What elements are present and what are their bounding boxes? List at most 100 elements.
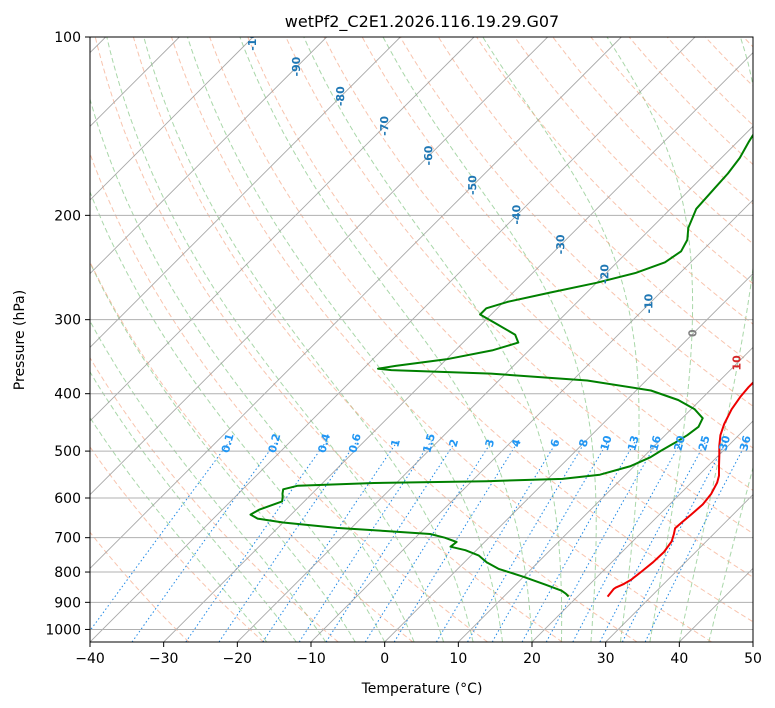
x-axis-label: Temperature (°C) xyxy=(361,681,483,697)
y-tick-label: 900 xyxy=(54,595,81,611)
mixing-ratio-line xyxy=(491,440,609,642)
y-tick-label: 300 xyxy=(54,313,81,329)
mixing-ratio-label: 0.6 xyxy=(346,432,364,455)
y-axis-label: Pressure (hPa) xyxy=(12,290,28,390)
moist-adiabat-line xyxy=(382,37,597,642)
mixing-ratio-label: 25 xyxy=(696,434,713,452)
moist-adiabat-line xyxy=(482,37,640,642)
isotherm-label: 10 xyxy=(730,355,743,371)
x-tick-label: 40 xyxy=(670,651,688,667)
dewpoint-profile-line xyxy=(249,133,753,598)
mixing-ratio-label: 0.1 xyxy=(219,432,237,454)
isotherm-line xyxy=(90,37,401,348)
mixing-ratio-lines xyxy=(90,440,748,642)
y-tick-label: 100 xyxy=(54,30,81,46)
isotherm-label: -20 xyxy=(598,264,611,284)
mixing-ratio-line xyxy=(467,440,587,642)
mixing-ratio-line xyxy=(572,440,683,642)
temperature-profile-line xyxy=(606,381,753,598)
x-tick-label: −30 xyxy=(149,651,179,667)
moist-adiabat-line xyxy=(90,320,327,642)
mixing-ratio-line xyxy=(644,440,748,642)
isotherm-line xyxy=(90,37,475,422)
mixing-ratio-label: 36 xyxy=(737,434,754,453)
x-tick-label: −40 xyxy=(75,651,105,667)
isotherm-label: 0 xyxy=(686,329,699,337)
dry-adiabat-line xyxy=(552,37,753,245)
isotherm-line xyxy=(237,125,753,642)
x-tick-label: −10 xyxy=(296,651,326,667)
dry-adiabat-line xyxy=(437,37,753,366)
chart-title: wetPf2_C2E1.2026.116.19.29.G07 xyxy=(285,12,559,32)
isotherm-label: -10 xyxy=(642,293,655,313)
mixing-ratio-label: 2 xyxy=(447,438,462,449)
mixing-ratio-label: 16 xyxy=(647,434,664,453)
isotherm-label: -100 xyxy=(246,23,259,51)
x-tick-label: 50 xyxy=(744,651,762,667)
isotherm-line xyxy=(163,52,753,642)
mixing-ratio-label: 0.4 xyxy=(315,432,333,455)
moist-adiabat-line xyxy=(106,37,445,642)
moist-adiabat-line xyxy=(708,465,753,642)
plot-area: -100-90-80-70-60-50-40-30-20-10010203040… xyxy=(90,23,754,642)
plot-frame xyxy=(89,36,754,643)
x-tick-label: −20 xyxy=(223,651,253,667)
y-tick-label: 600 xyxy=(54,491,81,507)
mixing-ratio-line xyxy=(90,440,231,632)
moist-adiabat-line xyxy=(678,37,753,642)
isotherm-line xyxy=(90,37,254,201)
mixing-ratio-line xyxy=(262,440,399,642)
dry-adiabat-line xyxy=(171,37,712,642)
isotherm-label: -50 xyxy=(466,175,479,195)
mixing-ratio-line xyxy=(131,440,278,642)
moist-adiabat-line xyxy=(187,37,503,642)
moist-adiabats xyxy=(90,37,753,642)
isotherms xyxy=(90,37,753,642)
x-tick-label: 30 xyxy=(597,651,615,667)
y-tick-label: 200 xyxy=(54,208,81,224)
isotherm-line xyxy=(384,273,753,642)
x-tick-label: 0 xyxy=(380,651,389,667)
mixing-ratio-label: 1 xyxy=(388,438,403,449)
isotherm-line xyxy=(310,199,753,642)
dry-adiabat-line xyxy=(323,37,753,491)
mixing-ratio-label: 8 xyxy=(576,438,591,449)
mixing-ratio-label: 1.5 xyxy=(420,432,438,454)
mixing-ratio-line xyxy=(364,440,493,642)
mixing-ratio-line xyxy=(325,440,457,642)
y-tick-label: 500 xyxy=(54,444,81,460)
dry-adiabat-line xyxy=(90,260,414,642)
dry-adiabat-line xyxy=(285,37,753,535)
x-tick-label: 20 xyxy=(523,651,541,667)
dry-adiabat-line xyxy=(94,37,563,642)
dry-adiabat-line xyxy=(90,531,190,642)
x-axis-ticks: −40 −30 −20 −10 0 10 20 30 40 50 xyxy=(75,642,762,667)
mixing-ratio-label: 0.2 xyxy=(266,432,284,454)
isotherm-label: -90 xyxy=(290,56,303,76)
dry-adiabat-line xyxy=(590,37,753,205)
mixing-ratio-line xyxy=(521,440,637,642)
mixing-ratio-line xyxy=(435,440,558,642)
dry-adiabat-line xyxy=(132,37,638,642)
sounding-profiles xyxy=(249,133,753,598)
moist-adiabat-line xyxy=(90,416,268,642)
mixing-ratio-label: 3 xyxy=(483,438,498,449)
y-tick-label: 400 xyxy=(54,387,81,403)
line-labels: -100-90-80-70-60-50-40-30-20-10010203040… xyxy=(219,23,754,455)
dry-adiabat-line xyxy=(90,356,339,642)
mixing-ratio-label: 10 xyxy=(598,434,615,453)
y-axis-ticks: 100 200 300 400 500 600 700 800 900 1000 xyxy=(45,30,90,638)
mixing-ratio-label: 6 xyxy=(548,437,563,448)
y-tick-label: 800 xyxy=(54,565,81,581)
moist-adiabat-line xyxy=(606,37,694,642)
isotherm-label: -30 xyxy=(554,234,567,254)
isotherm-line xyxy=(90,37,327,275)
isotherm-label: -60 xyxy=(422,145,435,165)
isotherm-label: -40 xyxy=(510,204,523,224)
mixing-ratio-label: 13 xyxy=(625,434,642,452)
dry-adiabat-line xyxy=(399,37,753,407)
isotherm-label: -80 xyxy=(334,86,347,106)
isotherm-line xyxy=(605,494,753,642)
dry-adiabat-line xyxy=(247,37,753,578)
